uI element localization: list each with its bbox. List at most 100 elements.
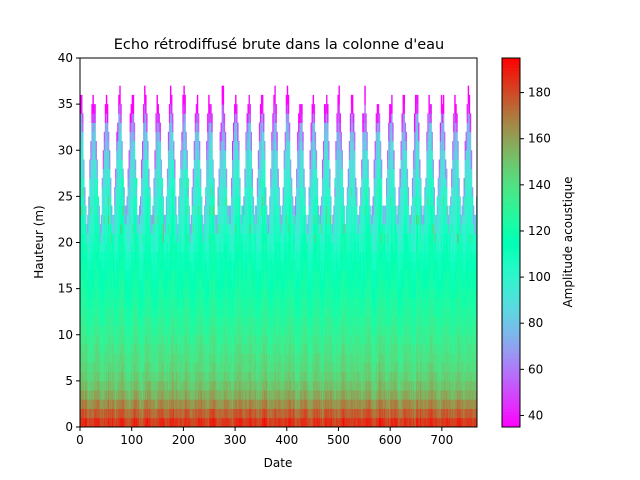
heatmap-cell — [172, 196, 174, 206]
heatmap-cell — [106, 141, 109, 151]
heatmap-cell — [161, 205, 164, 216]
heatmap-cell — [88, 288, 90, 299]
heatmap-cell — [84, 251, 86, 262]
heatmap-cell — [85, 251, 87, 262]
heatmap-cell — [243, 205, 245, 216]
heatmap-cell — [80, 150, 82, 160]
heatmap-cell — [141, 168, 143, 179]
heatmap-cell — [119, 251, 121, 262]
heatmap-cell — [185, 205, 187, 216]
heatmap-cell — [245, 260, 247, 271]
heatmap-cell — [223, 131, 226, 142]
heatmap-cell — [94, 297, 96, 308]
heatmap-cell — [95, 196, 97, 206]
heatmap-cell — [146, 159, 148, 170]
heatmap-cell — [94, 371, 96, 382]
heatmap-cell — [98, 353, 101, 363]
heatmap-cell — [214, 408, 216, 419]
heatmap-cell — [222, 307, 225, 317]
heatmap-cell — [224, 390, 227, 400]
heatmap-cell — [197, 131, 200, 142]
heatmap-cell — [195, 104, 198, 114]
heatmap-cell — [235, 104, 237, 114]
heatmap-cell — [208, 343, 210, 354]
heatmap-cell — [115, 371, 117, 382]
heatmap-cell — [119, 205, 121, 216]
heatmap-cell — [102, 242, 105, 253]
heatmap-cell — [179, 316, 181, 326]
heatmap-cell — [156, 325, 158, 336]
heatmap-cell — [97, 270, 100, 280]
heatmap-cell — [215, 307, 217, 317]
heatmap-cell — [221, 214, 224, 225]
heatmap-cell — [200, 251, 203, 262]
heatmap-cell — [95, 233, 97, 243]
heatmap-cell — [186, 297, 188, 308]
heatmap-cell — [130, 260, 133, 271]
heatmap-cell — [81, 242, 83, 253]
heatmap-cell — [220, 242, 223, 253]
heatmap-cell — [161, 343, 164, 354]
heatmap-cell — [123, 353, 125, 363]
heatmap-cell — [238, 242, 240, 253]
heatmap-cell — [143, 150, 145, 160]
heatmap-cell — [190, 260, 193, 271]
heatmap-cell — [144, 196, 146, 206]
heatmap-cell — [84, 417, 86, 428]
heatmap-cell — [203, 224, 205, 234]
heatmap-cell — [233, 417, 235, 428]
heatmap-cell — [163, 343, 166, 354]
heatmap-cell — [123, 380, 125, 391]
heatmap-cell — [85, 297, 87, 308]
heatmap-cell — [113, 307, 115, 317]
heatmap-cell — [165, 288, 168, 299]
heatmap-cell — [247, 168, 249, 179]
heatmap-cell — [223, 390, 226, 400]
heatmap-cell — [101, 380, 104, 391]
heatmap-cell — [117, 150, 119, 160]
heatmap-cell — [249, 141, 251, 151]
heatmap-cell — [94, 417, 96, 428]
heatmap-cell — [249, 307, 251, 317]
heatmap-cell — [139, 242, 142, 253]
heatmap-cell — [197, 214, 200, 225]
heatmap-cell — [81, 279, 83, 290]
heatmap-cell — [154, 270, 156, 280]
heatmap-cell — [173, 224, 175, 234]
heatmap-cell — [114, 362, 116, 373]
heatmap-cell — [132, 187, 135, 197]
heatmap-cell — [132, 362, 135, 373]
heatmap-cell — [117, 307, 119, 317]
heatmap-cell — [142, 270, 144, 280]
heatmap-cell — [249, 297, 251, 308]
heatmap-cell — [159, 205, 162, 216]
heatmap-cell — [183, 353, 185, 363]
heatmap-cell — [130, 168, 133, 179]
heatmap-cell — [187, 260, 189, 271]
heatmap-cell — [80, 177, 82, 188]
heatmap-cell — [131, 251, 134, 262]
heatmap-cell — [211, 353, 213, 363]
heatmap-cell — [178, 260, 180, 271]
heatmap-cell — [235, 297, 237, 308]
heatmap-cell — [159, 307, 162, 317]
heatmap-cell — [145, 177, 147, 188]
heatmap-cell — [241, 371, 243, 382]
heatmap-cell — [246, 141, 248, 151]
heatmap-cell — [141, 288, 143, 299]
heatmap-cell — [208, 242, 210, 253]
heatmap-cell — [130, 159, 133, 170]
heatmap-cell — [148, 196, 150, 206]
heatmap-cell — [210, 417, 212, 428]
heatmap-cell — [246, 177, 248, 188]
heatmap-cell — [219, 316, 221, 326]
heatmap-cell — [254, 399, 257, 409]
heatmap-cell — [141, 380, 143, 391]
heatmap-cell — [240, 242, 242, 253]
heatmap-cell — [188, 205, 190, 216]
heatmap-cell — [98, 205, 101, 216]
heatmap-cell — [225, 353, 228, 363]
heatmap-cell — [103, 196, 106, 206]
heatmap-cell — [242, 214, 244, 225]
heatmap-cell — [189, 417, 192, 428]
